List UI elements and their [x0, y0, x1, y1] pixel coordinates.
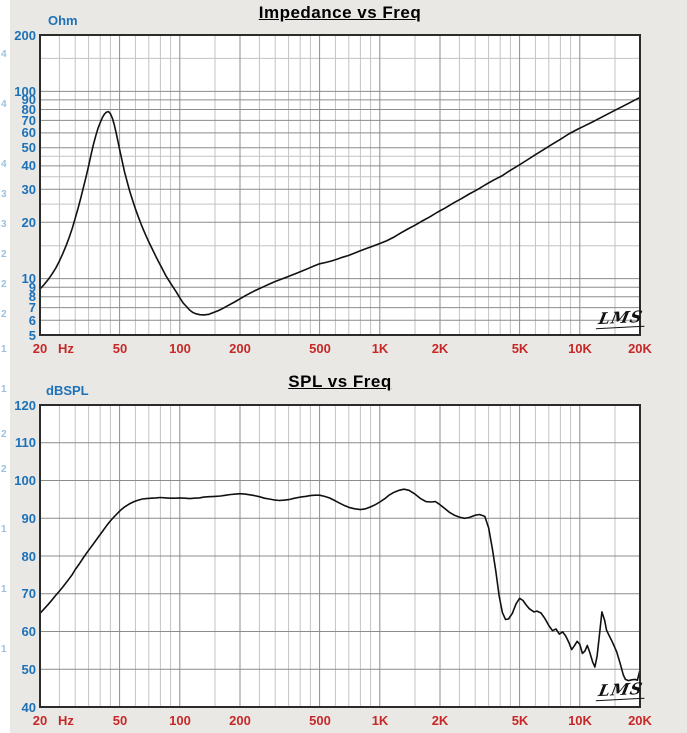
y-axis-unit-label: dBSPL	[46, 383, 89, 398]
spl-chart-title: SPL vs Freq	[288, 372, 392, 391]
y-axis-tick-label: 10	[21, 271, 36, 286]
x-axis-tick-label: 500	[309, 341, 331, 356]
y-axis-tick-label: 40	[21, 158, 36, 173]
y-axis-tick-label: 200	[14, 28, 36, 43]
spl-plot-canvas	[39, 404, 641, 708]
y-axis-tick-label: 6	[28, 313, 36, 328]
x-axis-tick-label: 50	[112, 341, 128, 356]
x-axis-tick-label: 1K	[371, 341, 389, 356]
impedance-chart-title: Impedance vs Freq	[258, 3, 422, 22]
y-axis-tick-label: 20	[21, 215, 36, 230]
spl-chart: SPL vs Freq dBSPL LMS 120 110 100 90 80 70 60 5…	[0, 366, 687, 733]
impedance-plot-canvas	[39, 34, 641, 336]
artifact-digit: 4	[1, 159, 7, 170]
x-axis-tick-label: 500	[309, 713, 331, 728]
x-axis-tick-label: 10K	[568, 713, 592, 728]
y-axis-tick-label: 100	[14, 473, 36, 488]
artifact-digit: 2	[1, 309, 7, 320]
y-axis-tick-label: 80	[21, 102, 36, 117]
x-axis-tick-label: 200	[229, 713, 251, 728]
artifact-digit: 3	[1, 189, 7, 200]
artifact-digit: 1	[1, 524, 7, 535]
y-axis-tick-label: 110	[15, 435, 36, 450]
x-axis-tick-label: 5K	[511, 341, 529, 356]
x-axis-unit-label: Hz	[58, 341, 74, 356]
y-axis-tick-label: 5	[28, 328, 36, 343]
plot-area	[40, 35, 640, 335]
artifact-digit: 2	[1, 249, 7, 260]
y-axis-tick-label: 70	[21, 586, 36, 601]
y-axis-tick-label: 50	[21, 662, 36, 677]
x-axis-tick-label: 2K	[431, 341, 449, 356]
x-axis-tick-label: 2K	[431, 713, 449, 728]
y-axis-tick-label: 8	[28, 289, 36, 304]
impedance-chart: Impedance vs Freq Ohm LMS 200 100 90 80 70 60…	[0, 0, 687, 366]
x-axis-tick-label: 100	[169, 713, 191, 728]
y-axis-unit-label: Ohm	[48, 13, 78, 28]
x-axis-unit-label: Hz	[58, 713, 74, 728]
y-axis-tick-label: 80	[21, 549, 36, 564]
x-axis-tick-label: 200	[229, 341, 251, 356]
artifact-digit: 1	[1, 384, 7, 395]
lms-logo: LMS	[595, 306, 648, 330]
spl-db-curve	[39, 488, 641, 682]
y-axis-tick-label: 120	[14, 398, 36, 413]
y-axis-tick-label: 9	[28, 280, 36, 295]
x-axis-tick-label: 5K	[511, 713, 529, 728]
x-axis-tick-label: 20K	[628, 713, 652, 728]
artifact-digit: 2	[1, 464, 7, 475]
artifact-digit: 1	[1, 584, 7, 595]
y-axis-tick-label: 60	[21, 125, 36, 140]
y-axis-tick-label: 60	[21, 624, 36, 639]
y-axis-tick-label: 40	[21, 700, 36, 715]
x-axis-tick-label: 20	[32, 341, 48, 356]
y-axis-tick-label: 50	[21, 140, 36, 155]
artifact-digit: 2	[1, 279, 7, 290]
artifact-digit: 3	[1, 219, 7, 230]
x-axis-tick-label: 20	[32, 713, 48, 728]
y-axis-tick-label: 70	[21, 113, 36, 128]
y-axis-tick-label: 7	[28, 300, 36, 315]
y-axis-tick-label: 90	[21, 92, 36, 107]
x-axis-tick-label: 20K	[628, 341, 652, 356]
x-axis-tick-label: 1K	[371, 713, 389, 728]
plot-border	[39, 34, 641, 336]
artifact-digit: 4	[1, 99, 7, 110]
x-axis-tick-label: 10K	[568, 341, 592, 356]
left-edge-artifact: 4 4 4 3 3 2 2 2 1 1 2 2 1 1 1	[0, 0, 10, 733]
y-axis-tick-label: 30	[21, 182, 36, 197]
impedance-ohms-curve	[39, 96, 641, 316]
x-axis-tick-label: 50	[112, 713, 128, 728]
artifact-digit: 1	[1, 344, 7, 355]
artifact-digit: 4	[1, 49, 7, 60]
y-axis-tick-label: 100	[14, 84, 36, 99]
x-axis-tick-label: 100	[169, 341, 191, 356]
plot-border	[39, 404, 641, 708]
y-axis-tick-label: 90	[21, 511, 36, 526]
lms-logo: LMS	[595, 678, 648, 702]
artifact-digit: 2	[1, 429, 7, 440]
artifact-digit: 1	[1, 644, 7, 655]
